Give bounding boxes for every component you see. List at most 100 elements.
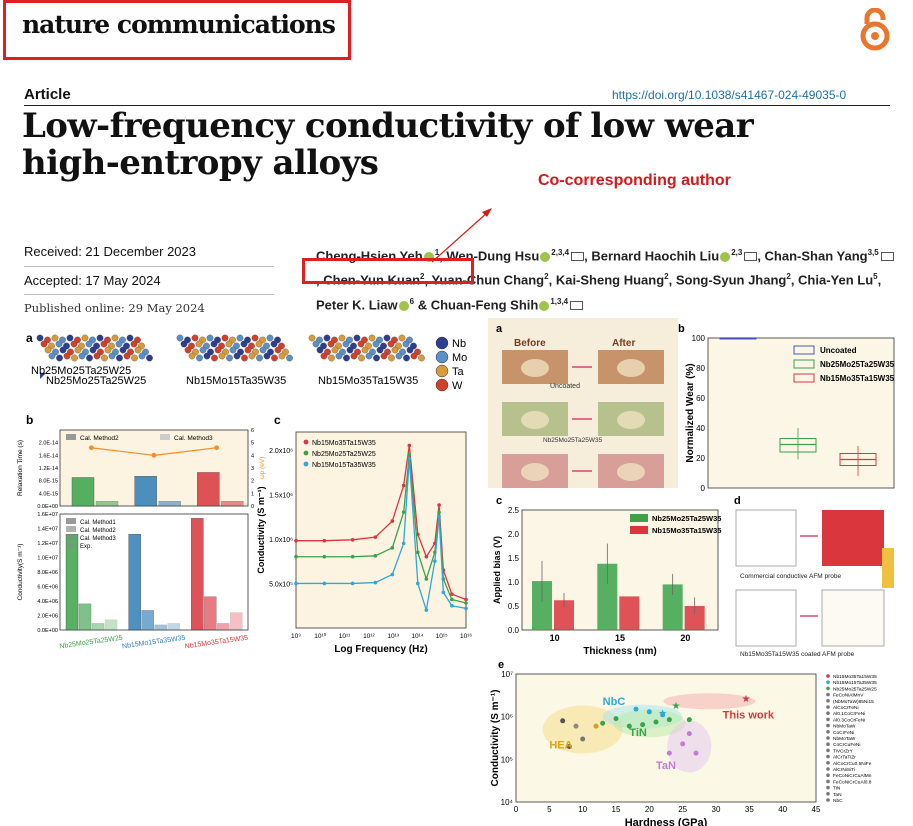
y-tick-label: 0.5 [508, 602, 520, 611]
atom [104, 346, 112, 354]
atom [126, 334, 134, 342]
atom [350, 352, 358, 360]
author-affiliation: 1 [434, 248, 440, 257]
scatter-star: ★ [672, 701, 681, 712]
atom [368, 334, 376, 342]
legend-marker [826, 717, 830, 722]
legend-label: FeCoNiCrCuAl0.8 [833, 779, 872, 785]
author-name[interactable]: Song-Syun Jhang [675, 272, 787, 288]
y-tick-label: 40 [696, 424, 705, 433]
scatter-point [560, 718, 566, 724]
atom [376, 346, 384, 354]
series-point [390, 572, 395, 577]
doi-link[interactable]: https://doi.org/10.1038/s41467-024-49035… [612, 88, 847, 102]
atom [403, 354, 410, 362]
mail-icon[interactable] [744, 252, 758, 262]
series-point [322, 554, 327, 559]
orcid-icon[interactable] [423, 251, 434, 262]
legend-label: Nb25Mo25Ta25W25 [312, 451, 376, 458]
afm-image-coated-before [735, 589, 797, 647]
mail-icon[interactable] [571, 252, 585, 262]
mail-icon[interactable] [880, 252, 894, 262]
author-name[interactable]: Bernard Haochih Liu [591, 248, 720, 264]
author-name[interactable]: Chan-Shan Yang [764, 248, 868, 264]
wp-point [151, 452, 157, 458]
legend-label: FeCoNiCrCuAlMn [833, 773, 872, 779]
region-tin [613, 709, 686, 738]
x-tick-label: 5 [547, 805, 552, 814]
x-tick-label: 45 [812, 805, 821, 814]
bar [167, 623, 180, 631]
series-line [296, 454, 467, 604]
orcid-icon[interactable] [398, 300, 409, 311]
legend-label: Al0.1CoCrFeNi [833, 711, 865, 717]
atom [240, 340, 248, 348]
author-name[interactable]: Kai-Sheng Huang [555, 272, 665, 288]
scatter-point [626, 723, 632, 729]
legend-marker [826, 705, 830, 709]
y-tick-label: 2.0 [508, 530, 520, 539]
author-highlight-box [302, 258, 474, 284]
series-point [350, 538, 355, 542]
atom [388, 354, 395, 362]
crystal-structures: Nb25Mo25Ta25W25 Nb15Mo15Ta35W35 Nb15Mo35Ta… [36, 334, 425, 387]
legend-label: Nb25Mo25Ta25W35 [820, 360, 895, 369]
series-point [401, 483, 406, 488]
atom [241, 354, 248, 362]
author-affiliation: 1,3,4 [550, 296, 569, 306]
bar [95, 501, 119, 507]
bar [684, 606, 705, 630]
structure-label: Nb15Mo35Ta15W35 [318, 375, 418, 387]
y-axis-label: Conductivity (S m⁻¹) [256, 486, 266, 573]
y-tick-label: 0.0E+00 [37, 628, 58, 634]
author-name[interactable]: Chia-Yen Lu [798, 272, 874, 288]
plot-background [60, 514, 248, 630]
series-point [464, 597, 468, 602]
orcid-icon[interactable] [539, 300, 550, 311]
y-axis-label: Normalized Wear (%) [685, 363, 696, 462]
series-point [373, 535, 378, 539]
legend-label: NbC [833, 798, 843, 804]
region-label: HEA [549, 739, 572, 751]
mail-icon[interactable] [570, 301, 584, 311]
left-panel-a-label: a [26, 331, 33, 345]
series-point [437, 510, 441, 514]
author-name[interactable]: Peter K. Liaw [316, 296, 398, 312]
author-name[interactable]: Chuan-Feng Shih [430, 296, 539, 312]
atom [66, 334, 74, 342]
atom [85, 340, 93, 348]
atom [131, 354, 138, 362]
y2-axis-label: ωp (eV) [259, 457, 266, 480]
wear-peak [521, 463, 549, 481]
y-tick-label: 1.2E+07 [37, 541, 58, 547]
x-tick-label: 10 [550, 633, 560, 643]
structure-label: Nb25Mo25Ta25W25 [46, 375, 146, 387]
legend-label: AlCrNiSiTi [833, 767, 855, 773]
legend-marker [826, 699, 830, 703]
atom [44, 346, 52, 354]
orcid-icon[interactable] [540, 251, 551, 262]
atom [138, 352, 146, 360]
atom [196, 354, 203, 362]
series-point [450, 592, 454, 596]
date-rule-1 [24, 266, 274, 267]
series-point [390, 546, 395, 550]
legend-label: AlCoCrFeNi [833, 705, 859, 711]
y-tick-label: 2.0x10⁶ [269, 448, 293, 455]
orcid-icon[interactable] [720, 251, 731, 262]
atom [119, 346, 127, 354]
region-label: TaN [656, 760, 676, 772]
author-affiliation: 2 [544, 272, 549, 282]
scatter-point [680, 741, 686, 747]
series-point [416, 581, 420, 586]
bar [158, 501, 181, 507]
scatter-point [633, 706, 639, 712]
y-tick-label: 2.5 [508, 506, 520, 515]
bar [554, 600, 574, 630]
probe-label-2: Nb15Mo35Ta15W35 coated AFM probe [740, 651, 855, 658]
series-point [450, 603, 454, 608]
legend-label: Cal. Method2 [80, 435, 119, 442]
atom [123, 352, 131, 360]
right-panel-a-label: a [496, 323, 503, 335]
series-point [373, 580, 378, 585]
